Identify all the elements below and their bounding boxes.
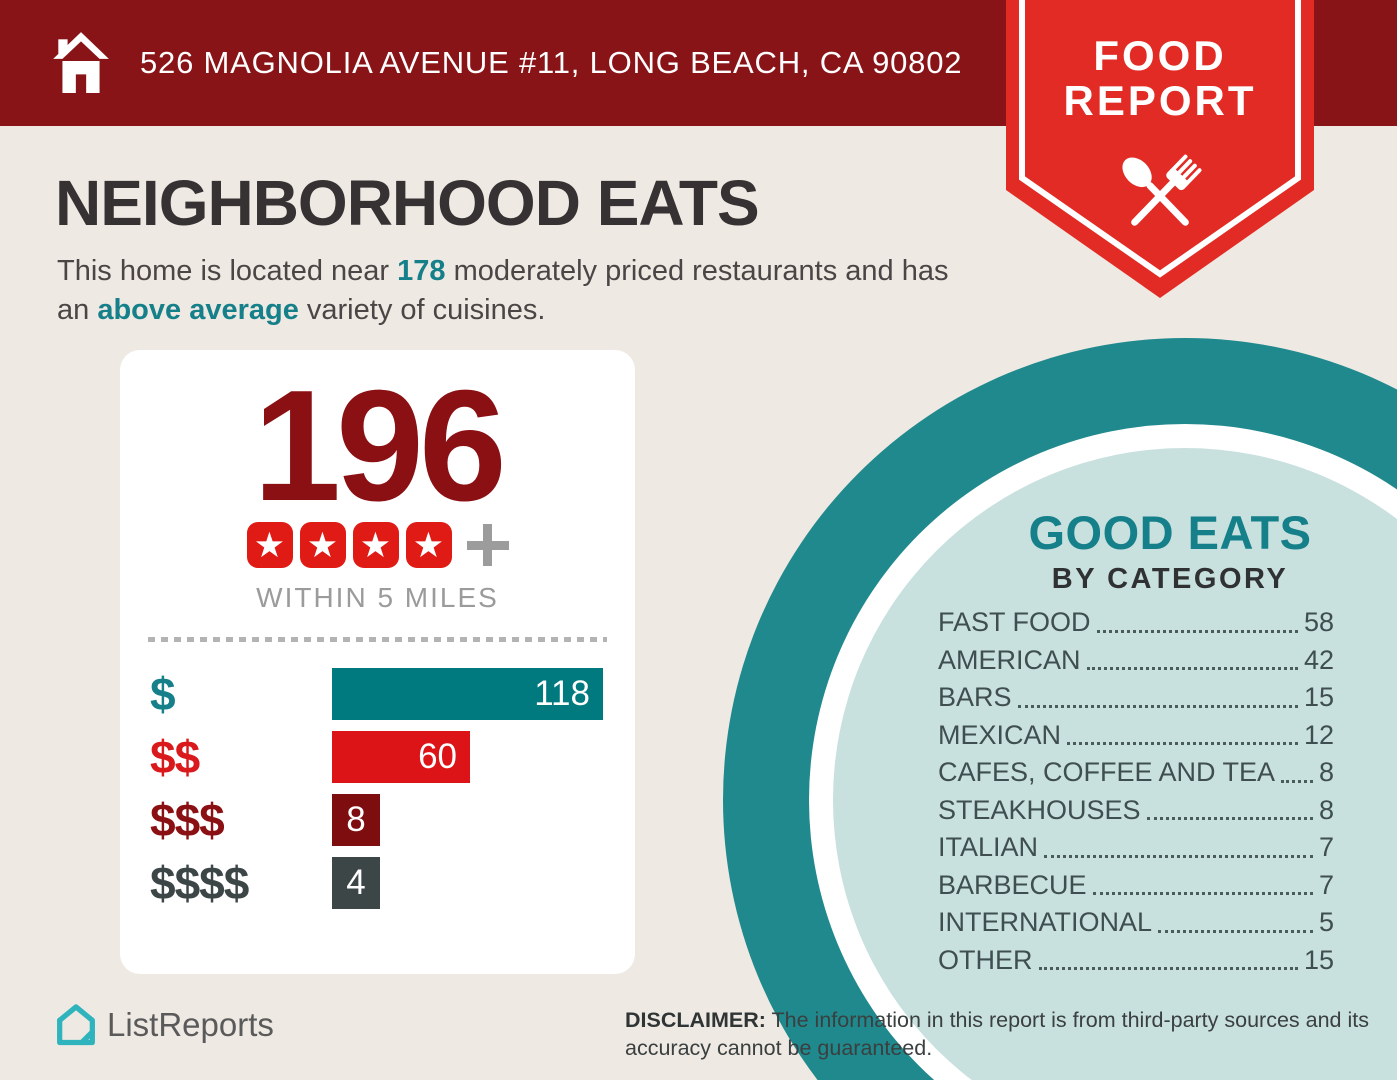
category-row: OTHER 15 [938,942,1334,980]
star-icon: ★ [352,522,399,568]
dotted-leader [1281,779,1313,783]
rating-stars-row: ★ ★ ★ ★ [120,522,635,568]
restaurant-count: 178 [397,255,446,287]
subtitle-text: This home is located near [57,255,398,287]
category-value: 8 [1318,757,1334,788]
category-label: OTHER [938,944,1033,975]
subtitle-text: variety of cuisines. [298,294,546,326]
dotted-leader [1092,892,1313,895]
category-value: 8 [1318,794,1334,825]
price-level-bar-chart: $118 $$ 60 $$$ 8 $$$$ 4 [120,668,635,920]
category-label: INTERNATIONAL [938,907,1153,938]
food-report-badge: FOOD REPORT [1006,0,1314,306]
badge-text: FOOD REPORT [1006,34,1314,124]
category-value: 15 [1303,944,1334,975]
category-label: BARBECUE [938,869,1087,900]
category-row: STEAKHOUSES 8 [938,792,1334,830]
price-bar-value: 60 [418,737,457,776]
restaurant-stats-card: 196 ★ ★ ★ ★ WITHIN 5 MILES $118 $$ 60 $$$ 8 $$$$… [120,350,635,974]
dotted-leader [1146,817,1313,820]
price-row-$: $118 [120,668,635,720]
radius-label: WITHIN 5 MILES [256,582,499,613]
category-label: CAFES, COFFEE AND TEA [938,757,1276,788]
category-label: BARS [938,682,1012,713]
price-tier-label: $$ [150,731,200,783]
brand-name: ListReports [107,1006,274,1043]
crossed-spoon-fork-icon [1122,154,1202,226]
page-subtitle: This home is located near 178 moderately… [57,252,977,330]
price-bar: 4 [332,857,380,909]
star-icon: ★ [405,522,452,568]
dotted-leader [1044,854,1313,858]
price-tier-label: $$$ [150,794,225,846]
by-category-subtitle: BY CATEGORY [1051,563,1289,595]
house-icon [53,32,109,93]
category-label: STEAKHOUSES [938,794,1141,825]
good-eats-heading: GOOD EATS BY CATEGORY [1005,505,1335,596]
price-bar-value: 8 [346,800,366,839]
price-bar-value: 118 [534,674,590,713]
star-icon: ★ [299,522,346,568]
disclaimer-text: DISCLAIMER: The information in this repo… [625,1008,1369,1060]
good-eats-title: GOOD EATS [1028,506,1312,559]
listreports-logo-icon [57,1004,95,1046]
category-row: INTERNATIONAL 5 [938,904,1334,942]
price-tier-label: $$$$ [150,857,249,909]
category-value: 58 [1303,607,1334,638]
subtitle-text: moderately priced restaurants and has an [57,255,949,326]
variety-highlight: above average [97,294,299,326]
category-row: FAST FOOD 58 [938,604,1334,642]
category-row: CAFES, COFFEE AND TEA 8 [938,754,1334,792]
category-row: BARS 15 [938,679,1334,717]
ribbon-banner [1006,0,1314,298]
price-bar: 118 [332,668,603,720]
category-label: FAST FOOD [938,607,1091,638]
category-value: 12 [1303,719,1334,750]
category-value: 42 [1303,644,1334,675]
disclaimer-label: DISCLAIMER: [625,1008,766,1032]
price-row-$$$$: $$$$ 4 [120,857,635,909]
star-icon: ★ [246,522,293,568]
badge-word-food: FOOD [1093,32,1227,79]
price-tier-label: $ [150,668,176,720]
price-bar-value: 4 [346,863,366,902]
dotted-leader [1067,742,1298,745]
category-label: AMERICAN [938,644,1081,675]
category-row: ITALIAN 7 [938,829,1334,867]
plus-icon [466,524,509,566]
badge-word-report: REPORT [1063,77,1257,124]
dotted-leader [1158,929,1313,933]
total-restaurants-number: 196 [253,358,507,534]
listreports-brand: ListReports [55,1002,274,1048]
cuisine-category-list: FAST FOOD 58 AMERICAN 42 BARS 15 MEXICAN 12 CAFE… [938,604,1334,979]
property-address: 526 MAGNOLIA AVENUE #11, LONG BEACH, CA … [140,45,963,80]
category-row: MEXICAN 12 [938,717,1334,755]
category-value: 7 [1318,832,1334,863]
category-row: BARBECUE 7 [938,867,1334,905]
category-value: 15 [1303,682,1334,713]
category-value: 5 [1318,907,1334,938]
dotted-leader [1017,704,1298,708]
category-label: MEXICAN [938,719,1062,750]
category-label: ITALIAN [938,832,1039,863]
page-title: NEIGHBORHOOD EATS [55,167,760,239]
dotted-leader [1086,667,1298,670]
dashed-divider [148,637,607,642]
category-row: AMERICAN 42 [938,642,1334,680]
price-bar: 60 [332,731,470,783]
price-row-$$: $$ 60 [120,731,635,783]
price-row-$$$: $$$ 8 [120,794,635,846]
dotted-leader [1096,629,1298,633]
price-bar: 8 [332,794,380,846]
dotted-leader [1038,967,1298,970]
category-value: 7 [1318,869,1334,900]
